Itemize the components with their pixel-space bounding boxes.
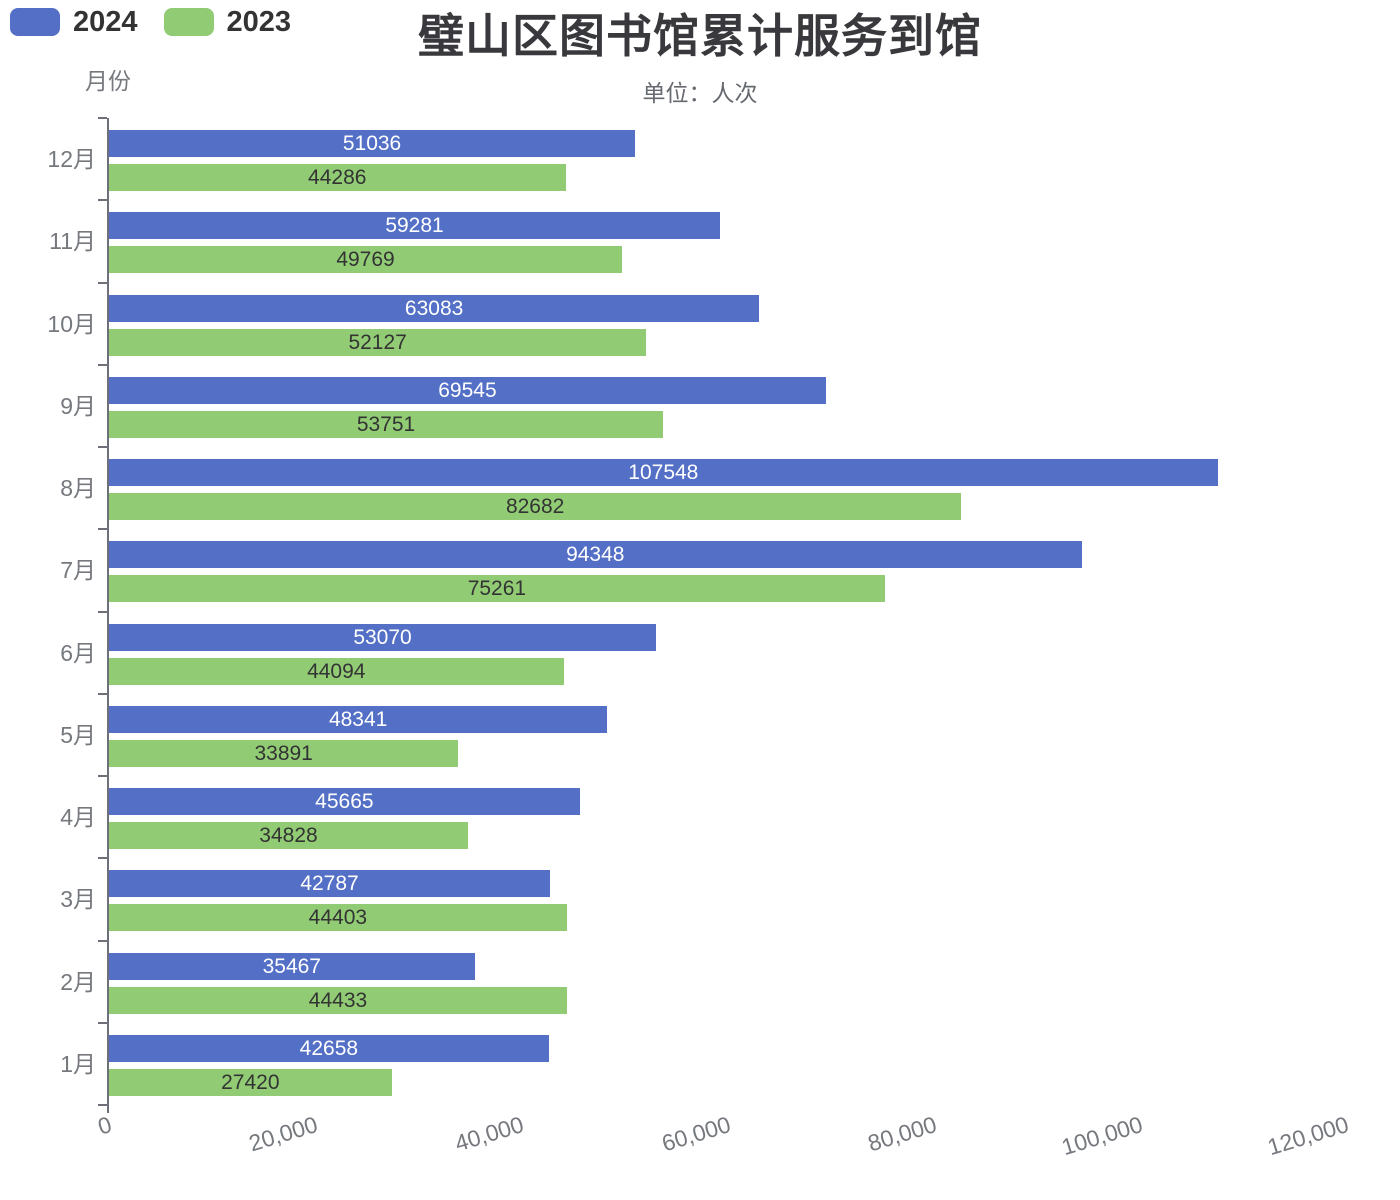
y-axis-label: 7月 (60, 557, 96, 584)
bar-2023-5月[interactable]: 33891 (109, 739, 459, 767)
y-axis-tick (98, 775, 107, 777)
bar-value-label: 27420 (221, 1070, 280, 1094)
y-axis-label: 3月 (60, 886, 96, 913)
x-axis-tick (107, 1105, 109, 1113)
legend-label-2024: 2024 (73, 6, 138, 38)
y-axis-tick (98, 692, 107, 695)
bar-2024-11月[interactable]: 59281 (109, 212, 721, 240)
bar-value-label: 107548 (628, 461, 699, 484)
bar-2023-7月[interactable]: 75261 (109, 575, 885, 603)
bar-2024-5月[interactable]: 48341 (109, 705, 608, 733)
bar-2023-12月[interactable]: 44286 (109, 164, 566, 191)
y-axis-tick (98, 1104, 107, 1106)
y-axis-label: 1月 (60, 1050, 96, 1077)
bar-value-label: 34828 (259, 824, 318, 847)
x-axis-tick-label: 20,000 (245, 1111, 321, 1157)
unit-label: 单位：人次 (642, 80, 758, 106)
legend: 2024 2023 (10, 6, 292, 38)
y-axis-label: 6月 (60, 639, 96, 666)
bar-2024-8月[interactable]: 107548 (109, 459, 1218, 486)
bar-2024-10月[interactable]: 63083 (109, 294, 760, 322)
bar-2023-4月[interactable]: 34828 (109, 822, 469, 849)
y-axis-tick (98, 281, 107, 284)
bar-2024-9月[interactable]: 69545 (109, 376, 826, 404)
bar-2024-4月[interactable]: 45665 (109, 788, 580, 815)
y-axis-label: 10月 (47, 310, 96, 337)
y-axis-tick (98, 857, 107, 860)
y-axis-label: 8月 (60, 475, 96, 501)
bar-2023-11月[interactable]: 49769 (109, 246, 623, 274)
x-axis: 0 20,000 40,000 60,000 80,000 100,000 120,000 (95, 1111, 1352, 1171)
bar-2024-6月[interactable]: 53070 (109, 623, 657, 651)
bar-value-label: 45665 (315, 790, 374, 813)
x-axis-tick-label: 80,000 (864, 1111, 940, 1157)
bar-2024-12月[interactable]: 51036 (109, 130, 636, 157)
legend-item-2024[interactable]: 2024 (10, 6, 138, 38)
y-axis-tick (98, 939, 107, 942)
bar-2024-1月[interactable]: 42658 (109, 1034, 549, 1062)
y-axis-tick (98, 446, 107, 448)
bar-value-label: 63083 (404, 296, 464, 320)
bar-2023-2月[interactable]: 44433 (109, 986, 568, 1014)
bar-2023-8月[interactable]: 82682 (109, 493, 962, 520)
y-axis-tick (98, 199, 107, 202)
bar-value-label: 94348 (566, 543, 625, 567)
x-axis-tick-label: 0 (94, 1111, 115, 1140)
bar-value-label: 53070 (353, 625, 412, 649)
x-axis-tick-label: 40,000 (452, 1111, 527, 1157)
x-axis-tick-label: 60,000 (658, 1111, 734, 1157)
bar-2024-2月[interactable]: 35467 (109, 952, 475, 980)
y-axis-tick (98, 528, 107, 531)
bar-2023-1月[interactable]: 27420 (109, 1068, 392, 1096)
y-axis: 12月 11月 10月 9月 8月 7月 6月 5月 4月 3月 2月 1月 (0, 118, 96, 1105)
bar-2024-3月[interactable]: 42787 (109, 870, 551, 898)
bar-2023-9月[interactable]: 53751 (109, 410, 664, 438)
y-axis-label: 2月 (60, 968, 96, 995)
bar-value-label: 49769 (336, 248, 395, 272)
bar-value-label: 33891 (254, 741, 313, 765)
legend-swatch-2023-icon (163, 8, 214, 36)
bar-2024-7月[interactable]: 94348 (109, 541, 1082, 569)
bar-value-label: 69545 (438, 378, 497, 402)
y-axis-label: 4月 (60, 804, 96, 830)
bar-value-label: 44286 (308, 166, 367, 189)
bar-value-label: 42787 (300, 872, 359, 896)
bar-value-label: 51036 (342, 132, 402, 155)
bar-value-label: 52127 (348, 330, 407, 354)
legend-item-2023[interactable]: 2023 (163, 6, 292, 38)
bar-value-label: 59281 (385, 214, 444, 238)
y-axis-tick (98, 610, 107, 613)
y-axis-name: 月份 (85, 68, 131, 94)
bar-value-label: 35467 (262, 954, 321, 978)
bar-value-label: 48341 (328, 707, 388, 731)
y-axis-label: 5月 (60, 721, 96, 748)
y-axis-tick (98, 363, 107, 366)
x-axis-tick-label: 120,000 (1264, 1111, 1352, 1161)
y-axis-label: 12月 (47, 146, 96, 172)
bar-2023-10月[interactable]: 52127 (109, 328, 647, 356)
chart-title: 璧山区图书馆累计服务到馆 (418, 10, 982, 62)
bar-value-label: 42658 (299, 1036, 359, 1060)
legend-label-2023: 2023 (226, 6, 292, 38)
bar-value-label: 82682 (505, 495, 565, 518)
bar-value-label: 75261 (467, 577, 527, 601)
bar-value-label: 53751 (356, 412, 416, 436)
legend-swatch-2024-icon (10, 8, 60, 36)
y-axis-tick (98, 1021, 107, 1024)
plot-area: 51036 44286 59281 49769 63083 52127 69545 53751… (98, 117, 1346, 1113)
y-axis-label: 11月 (49, 228, 96, 255)
y-axis-tick (98, 117, 107, 119)
x-axis-tick-label: 100,000 (1058, 1111, 1146, 1161)
bar-value-label: 44094 (307, 659, 366, 683)
bar-value-label: 44403 (308, 906, 368, 930)
bar-2023-3月[interactable]: 44403 (109, 904, 567, 932)
bar-2023-6月[interactable]: 44094 (109, 657, 564, 685)
bar-value-label: 44433 (308, 988, 368, 1012)
y-axis-label: 9月 (60, 392, 96, 419)
